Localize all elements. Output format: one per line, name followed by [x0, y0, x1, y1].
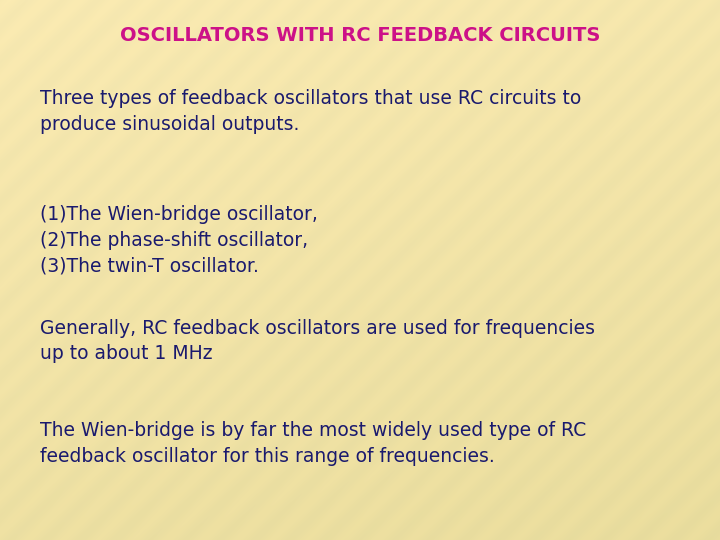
Text: (1)The Wien-bridge oscillator,
(2)The phase-shift oscillator,
(3)The twin-T osci: (1)The Wien-bridge oscillator, (2)The ph…: [40, 205, 318, 276]
Text: Three types of feedback oscillators that use RC circuits to
produce sinusoidal o: Three types of feedback oscillators that…: [40, 89, 581, 134]
Text: Generally, RC feedback oscillators are used for frequencies
up to about 1 MHz: Generally, RC feedback oscillators are u…: [40, 319, 595, 363]
Text: The Wien-bridge is by far the most widely used type of RC
feedback oscillator fo: The Wien-bridge is by far the most widel…: [40, 421, 586, 466]
Text: OSCILLATORS WITH RC FEEDBACK CIRCUITS: OSCILLATORS WITH RC FEEDBACK CIRCUITS: [120, 25, 600, 45]
